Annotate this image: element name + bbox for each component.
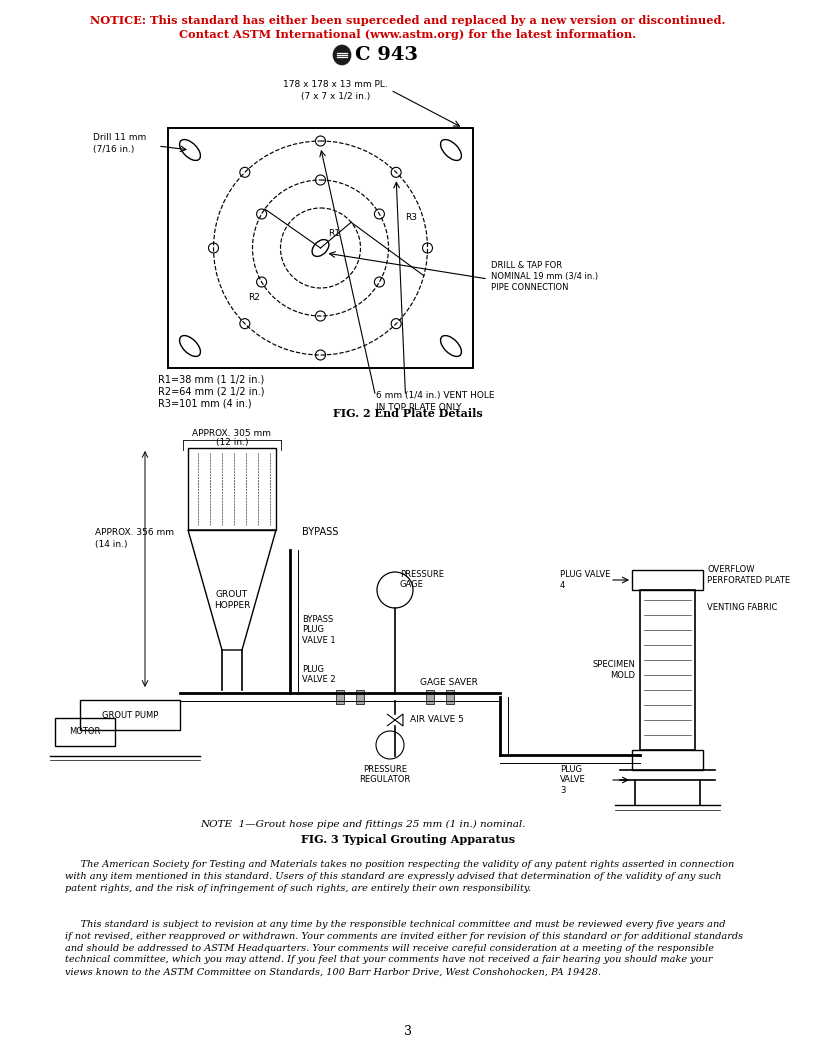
- Text: BYPASS: BYPASS: [302, 527, 339, 538]
- Text: APPROX. 356 mm: APPROX. 356 mm: [95, 528, 174, 538]
- Text: GROUT PUMP: GROUT PUMP: [102, 711, 158, 719]
- Text: PLUG
VALVE 2: PLUG VALVE 2: [302, 665, 335, 684]
- Text: OVERFLOW
PERFORATED PLATE: OVERFLOW PERFORATED PLATE: [707, 565, 790, 585]
- Ellipse shape: [333, 45, 351, 65]
- Text: AIR VALVE 5: AIR VALVE 5: [410, 716, 463, 724]
- Text: (7/16 in.): (7/16 in.): [93, 145, 135, 154]
- Text: FIG. 3 Typical Grouting Apparatus: FIG. 3 Typical Grouting Apparatus: [301, 834, 515, 845]
- Text: APPROX. 305 mm: APPROX. 305 mm: [193, 429, 272, 438]
- Text: DRILL & TAP FOR: DRILL & TAP FOR: [491, 261, 562, 270]
- Text: 178 x 178 x 13 mm PL.: 178 x 178 x 13 mm PL.: [283, 80, 388, 89]
- Bar: [632, 570, 703, 590]
- Bar: [446, 690, 454, 704]
- Bar: [55, 718, 115, 746]
- Bar: [356, 690, 364, 704]
- Text: Drill 11 mm: Drill 11 mm: [93, 133, 146, 142]
- Text: PRESSURE
GAGE: PRESSURE GAGE: [400, 570, 444, 589]
- Bar: [80, 700, 180, 730]
- Text: R1: R1: [329, 229, 340, 238]
- Bar: [188, 448, 276, 530]
- Text: IN TOP PLATE ONLY: IN TOP PLATE ONLY: [375, 403, 461, 412]
- Text: NOTICE: This standard has either been superceded and replaced by a new version o: NOTICE: This standard has either been su…: [91, 15, 725, 26]
- Text: (7 x 7 x 1/2 in.): (7 x 7 x 1/2 in.): [301, 92, 370, 101]
- Text: R3=101 mm (4 in.): R3=101 mm (4 in.): [158, 398, 251, 408]
- Text: GROUT
HOPPER: GROUT HOPPER: [214, 590, 251, 609]
- Text: PLUG
VALVE
3: PLUG VALVE 3: [560, 766, 586, 795]
- Text: R3: R3: [406, 213, 418, 222]
- Text: (14 in.): (14 in.): [95, 540, 127, 549]
- Bar: [632, 750, 703, 770]
- Text: 3: 3: [404, 1025, 412, 1038]
- Text: SPECIMEN
MOLD: SPECIMEN MOLD: [592, 660, 635, 680]
- Text: PLUG VALVE
4: PLUG VALVE 4: [560, 570, 610, 589]
- Text: (12 in.): (12 in.): [215, 438, 248, 447]
- Text: FIG. 2 End Plate Details: FIG. 2 End Plate Details: [333, 408, 483, 419]
- Text: NOTE  1—Grout hose pipe and fittings 25 mm (1 in.) nominal.: NOTE 1—Grout hose pipe and fittings 25 m…: [200, 821, 526, 829]
- Text: This standard is subject to revision at any time by the responsible technical co: This standard is subject to revision at …: [65, 920, 743, 976]
- Text: Contact ASTM International (www.astm.org) for the latest information.: Contact ASTM International (www.astm.org…: [180, 29, 636, 40]
- Bar: [336, 690, 344, 704]
- Text: GAGE SAVER: GAGE SAVER: [420, 678, 478, 687]
- Text: R1=38 mm (1 1/2 in.): R1=38 mm (1 1/2 in.): [158, 374, 264, 384]
- Bar: [168, 128, 473, 367]
- Text: R2=64 mm (2 1/2 in.): R2=64 mm (2 1/2 in.): [158, 386, 264, 396]
- Text: NOMINAL 19 mm (3/4 in.): NOMINAL 19 mm (3/4 in.): [491, 272, 598, 281]
- Text: MOTOR: MOTOR: [69, 728, 100, 736]
- Text: PIPE CONNECTION: PIPE CONNECTION: [491, 283, 569, 293]
- Text: R2: R2: [249, 293, 260, 302]
- Bar: [426, 690, 434, 704]
- Bar: [640, 590, 695, 750]
- Text: 6 mm (1/4 in.) VENT HOLE: 6 mm (1/4 in.) VENT HOLE: [375, 391, 494, 400]
- Text: The American Society for Testing and Materials takes no position respecting the : The American Society for Testing and Mat…: [65, 860, 734, 892]
- Text: BYPASS
PLUG
VALVE 1: BYPASS PLUG VALVE 1: [302, 615, 335, 645]
- Text: PRESSURE
REGULATOR: PRESSURE REGULATOR: [359, 765, 410, 785]
- Text: C 943: C 943: [355, 46, 418, 64]
- Text: VENTING FABRIC: VENTING FABRIC: [707, 603, 778, 612]
